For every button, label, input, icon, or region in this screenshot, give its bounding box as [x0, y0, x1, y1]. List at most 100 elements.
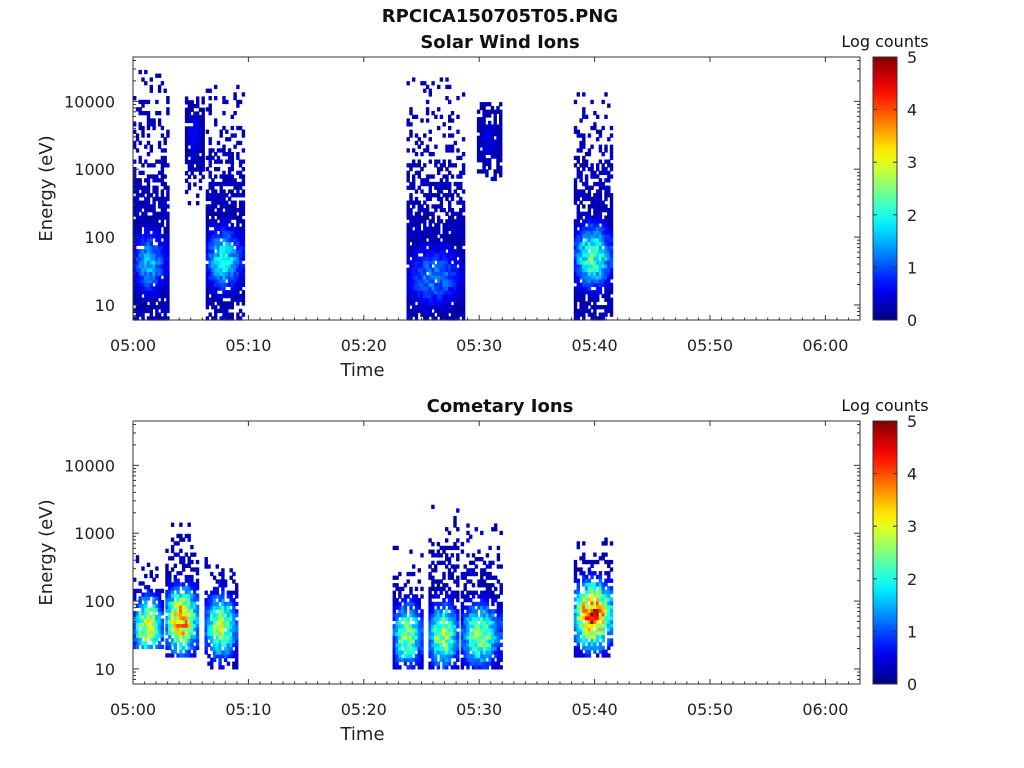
- spectrogram-cell: [593, 241, 597, 246]
- spectrogram-cell: [576, 260, 580, 265]
- spectrogram-cell: [241, 148, 246, 153]
- spectrogram-cell: [479, 124, 484, 129]
- spectrogram-cell: [160, 208, 165, 213]
- x-tick-label: 05:50: [687, 336, 733, 355]
- subplot-title: Solar Wind Ions: [420, 32, 579, 53]
- spectrogram-cell: [406, 635, 410, 640]
- spectrogram-cell: [133, 252, 137, 258]
- spectrogram-cell: [434, 193, 438, 198]
- spectrogram-cell: [423, 312, 427, 317]
- spectrogram-cell: [409, 133, 413, 138]
- spectrogram-cell: [584, 181, 589, 187]
- spectrogram-cell: [439, 278, 444, 284]
- spectrogram-cell: [163, 256, 167, 261]
- spectrogram-cell: [584, 211, 589, 216]
- spectrogram-cell: [493, 124, 497, 129]
- spectrogram-cell: [450, 654, 454, 659]
- spectrogram-cell: [456, 564, 460, 569]
- spectrogram-cell: [607, 638, 611, 643]
- spectrogram-cell: [157, 633, 162, 638]
- spectrogram-cell: [439, 286, 444, 291]
- spectrogram-cell: [434, 245, 438, 250]
- spectrogram-cell: [138, 155, 142, 161]
- spectrogram-cell: [434, 163, 438, 168]
- spectrogram-cell: [149, 256, 153, 261]
- spectrogram-cell: [598, 204, 603, 209]
- spectrogram-cell: [412, 215, 416, 220]
- spectrogram-cell: [447, 642, 452, 648]
- spectrogram-cell: [176, 634, 180, 639]
- spectrogram-cell: [437, 267, 441, 272]
- spectrogram-cell: [493, 176, 497, 182]
- spectrogram-cell: [437, 286, 441, 291]
- spectrogram-cell: [431, 605, 435, 610]
- spectrogram-cell: [459, 293, 463, 299]
- spectrogram-cell: [420, 245, 424, 250]
- spectrogram-cell: [166, 99, 170, 105]
- spectrogram-cell: [414, 624, 419, 629]
- spectrogram-cell: [144, 159, 148, 164]
- spectrogram-cell: [414, 609, 419, 614]
- spectrogram-cell: [466, 530, 470, 536]
- spectrogram-cell: [428, 189, 432, 194]
- spectrogram-cell: [442, 616, 446, 621]
- spectrogram-cell: [596, 559, 600, 565]
- plot-area: [133, 57, 860, 320]
- spectrogram-cell: [152, 196, 156, 202]
- spectrogram-cell: [232, 627, 236, 633]
- spectrogram-cell: [214, 286, 218, 291]
- spectrogram-cell: [210, 616, 214, 621]
- spectrogram-cell: [447, 601, 452, 607]
- spectrogram-cell: [582, 260, 586, 265]
- spectrogram-cell: [190, 163, 194, 168]
- spectrogram-cell: [215, 605, 219, 610]
- spectrogram-cell: [593, 204, 597, 209]
- spectrogram-cell: [222, 211, 226, 216]
- spectrogram-cell: [491, 594, 495, 599]
- spectrogram-cell: [601, 586, 605, 591]
- spectrogram-cell: [395, 605, 399, 610]
- spectrogram-cell: [412, 148, 416, 153]
- spectrogram-cell: [453, 605, 457, 610]
- spectrogram-cell: [395, 598, 399, 603]
- spectrogram-cell: [423, 301, 427, 306]
- spectrogram-cell: [609, 567, 614, 572]
- spectrogram-cell: [205, 278, 210, 284]
- spectrogram-cell: [223, 609, 228, 614]
- spectrogram-cell: [442, 301, 446, 306]
- spectrogram-cell: [412, 237, 416, 243]
- spectrogram-cell: [596, 278, 600, 284]
- spectrogram-cell: [414, 616, 419, 621]
- spectrogram-cell: [176, 619, 180, 624]
- spectrogram-cell: [579, 571, 583, 576]
- colorbar-label: Log counts: [841, 396, 928, 415]
- spectrogram-cell: [420, 140, 424, 146]
- spectrogram-cell: [406, 308, 410, 314]
- spectrogram-cell: [170, 608, 175, 613]
- spectrogram-cell: [587, 275, 592, 280]
- spectrogram-cell: [593, 645, 597, 651]
- spectrogram-cell: [409, 301, 413, 306]
- spectrogram-cell: [155, 588, 159, 594]
- spectrogram-cell: [596, 226, 600, 231]
- spectrogram-cell: [409, 196, 413, 202]
- spectrogram-cell: [201, 163, 205, 168]
- spectrogram-cell: [193, 126, 197, 131]
- spectrogram-cell: [155, 178, 159, 183]
- spectrogram-cell: [442, 297, 446, 302]
- spectrogram-cell: [155, 622, 159, 627]
- spectrogram-cell: [238, 208, 243, 213]
- spectrogram-cell: [135, 241, 140, 246]
- spectrogram-cell: [144, 573, 148, 579]
- spectrogram-cell: [207, 661, 211, 666]
- spectrogram-cell: [414, 594, 419, 599]
- spectrogram-cell: [590, 589, 594, 595]
- spectrogram-cell: [403, 620, 408, 625]
- spectrogram-cell: [456, 275, 460, 280]
- spectrogram-cell: [596, 196, 600, 202]
- spectrogram-cell: [170, 630, 175, 636]
- spectrogram-cell: [157, 226, 162, 231]
- spectrogram-cell: [445, 661, 449, 666]
- spectrogram-cell: [152, 301, 156, 306]
